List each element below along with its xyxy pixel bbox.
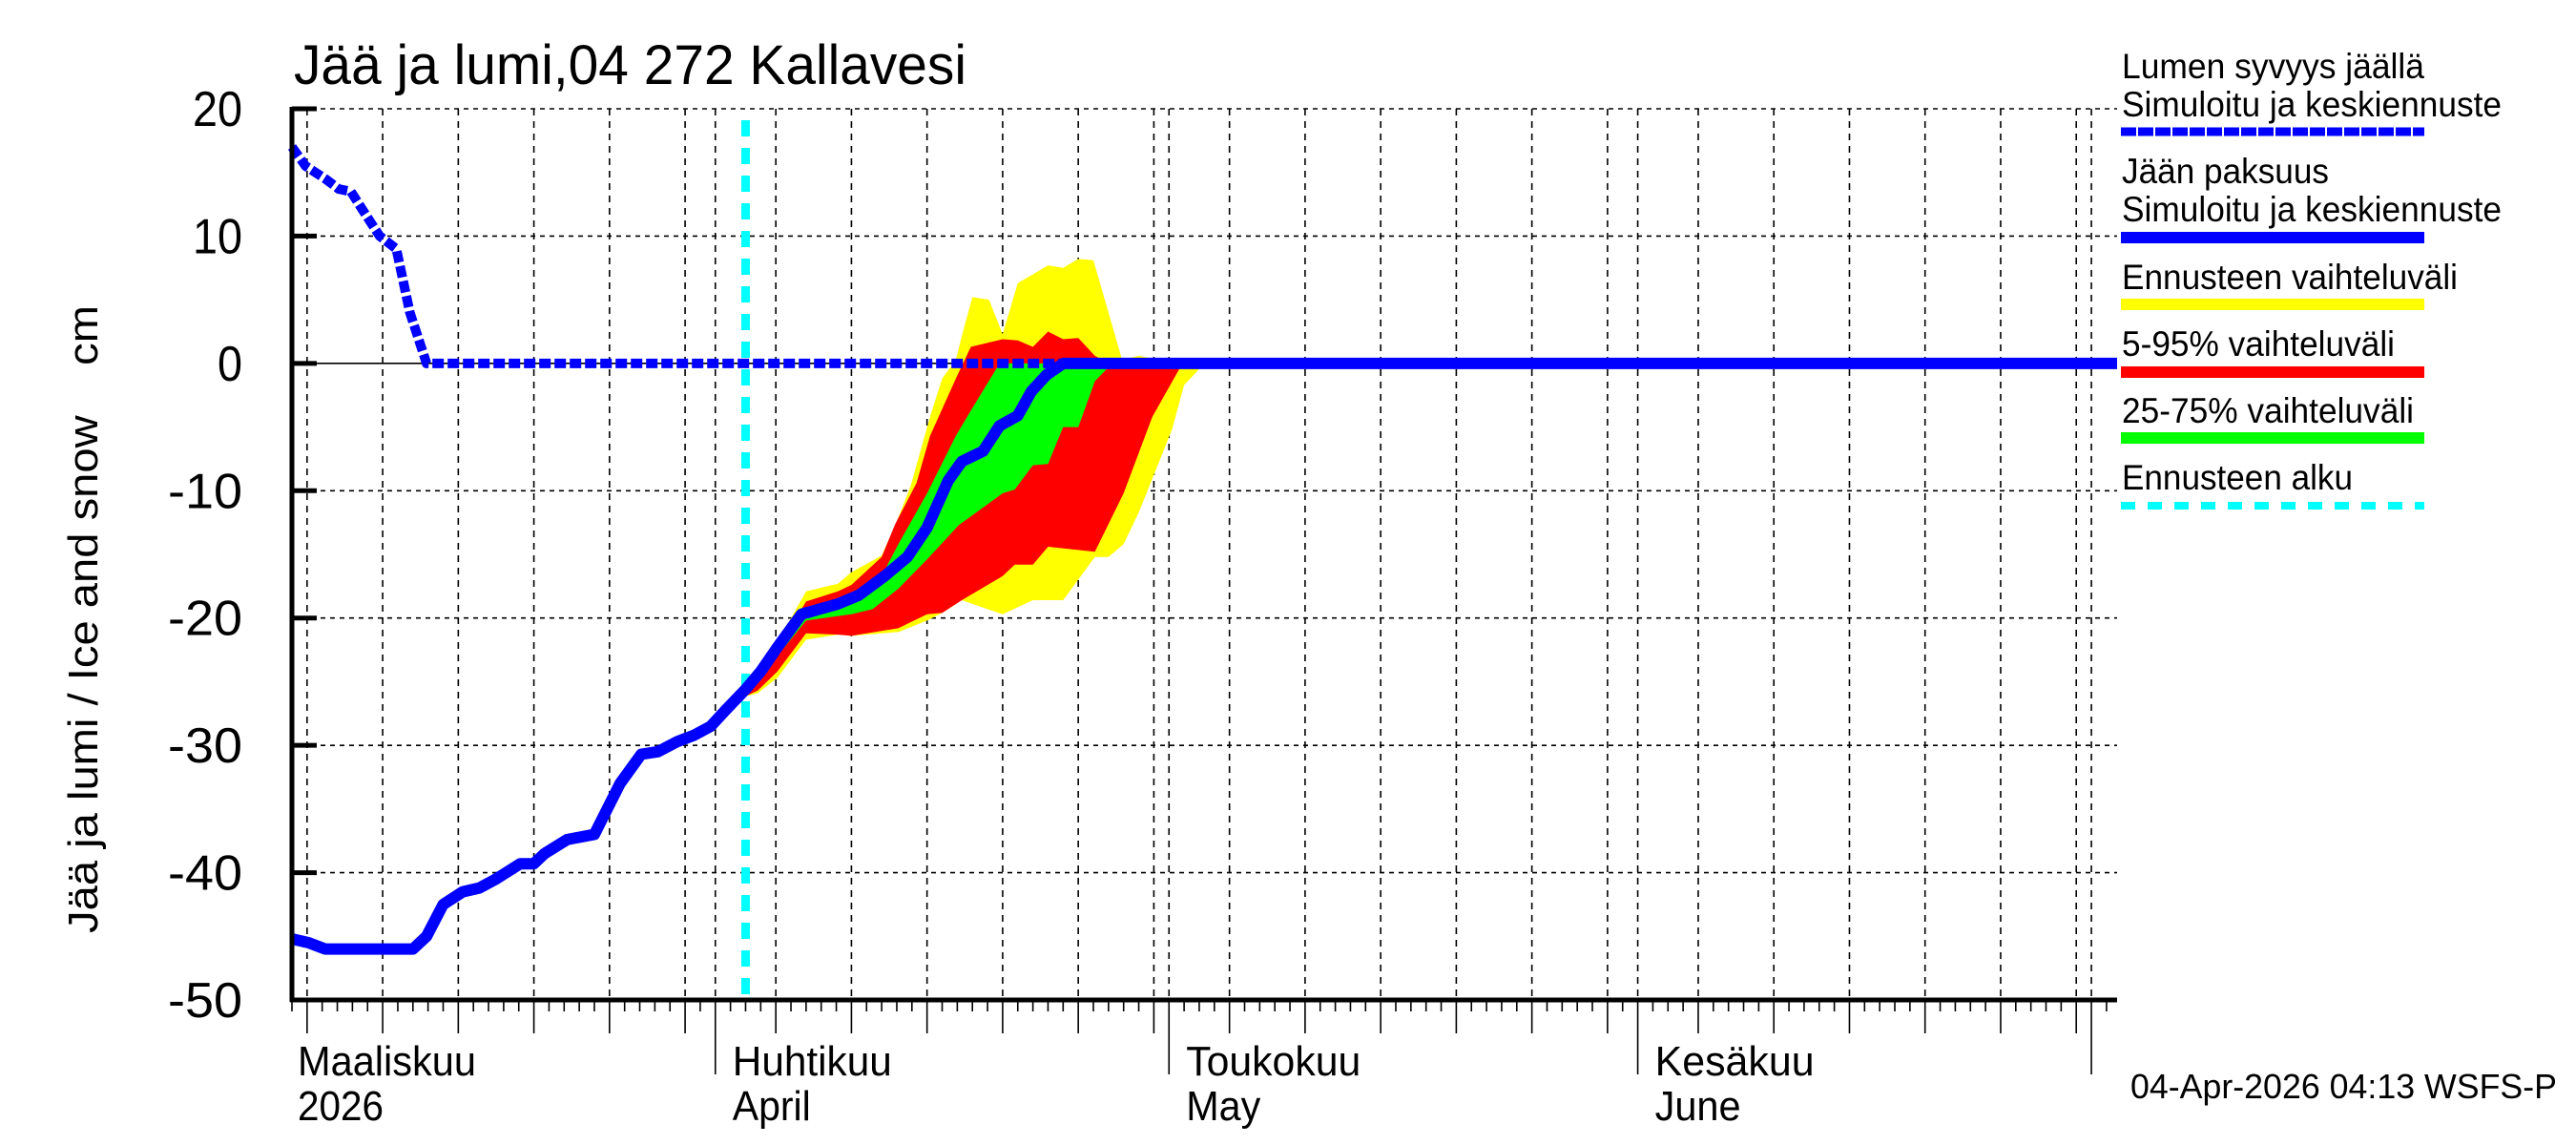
forecast-bands [743,259,1204,697]
y-tick-label: -30 [168,718,242,774]
month-label: Maaliskuu [298,1038,476,1085]
month-sublabel: 2026 [298,1083,384,1130]
month-sublabel: April [733,1083,811,1130]
legend-item: 25-75% vaihteluväli [2121,391,2424,444]
y-tick-label: -10 [168,464,242,519]
legend-item: Ennusteen alku [2121,458,2424,510]
series-lines [287,120,2117,1000]
y-tick-label: -20 [168,592,242,647]
y-tick-label: 10 [193,209,242,264]
legend-label: Jään paksuus [2122,152,2329,191]
y-tick-label: 0 [218,337,242,392]
month-label: Huhtikuu [733,1038,892,1085]
ice-thickness-line [290,357,2117,955]
month-sublabel: June [1655,1083,1741,1130]
legend-label: 5-95% vaihteluväli [2122,324,2395,364]
legend-sublabel: Simuloitu ja keskiennuste [2122,85,2502,124]
legend-label: Ennusteen alku [2122,458,2353,497]
snow-depth-line [287,144,2117,368]
y-axis-label: Jää ja lumi / Ice and snow cm [60,305,107,933]
y-tick-label: -50 [168,973,242,1029]
legend-sublabel: Simuloitu ja keskiennuste [2122,190,2502,229]
legend-label: Ennusteen vaihteluväli [2122,258,2458,297]
footer-timestamp: 04-Apr-2026 04:13 WSFS-P [2130,1067,2557,1106]
legend-label: 25-75% vaihteluväli [2122,391,2414,430]
y-tick-label: 20 [193,82,242,137]
month-sublabel: May [1186,1083,1260,1130]
legend-label: Lumen syvyys jäällä [2122,47,2424,86]
chart-title: Jää ja lumi,04 272 Kallavesi [294,34,966,96]
legend-item: 5-95% vaihteluväli [2121,324,2424,378]
grid [292,108,2117,1001]
month-label: Toukokuu [1186,1038,1361,1085]
y-tick-label: -40 [168,846,242,902]
month-label: Kesäkuu [1655,1038,1815,1085]
legend-item: Ennusteen vaihteluväli [2121,258,2458,310]
